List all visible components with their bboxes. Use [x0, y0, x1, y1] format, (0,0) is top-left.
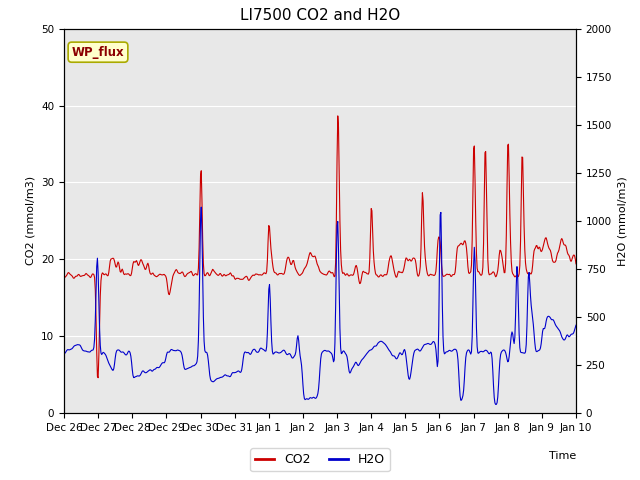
Y-axis label: H2O (mmol/m3): H2O (mmol/m3) [618, 176, 628, 265]
Y-axis label: CO2 (mmol/m3): CO2 (mmol/m3) [26, 176, 36, 265]
Legend: CO2, H2O: CO2, H2O [250, 448, 390, 471]
X-axis label: Time: Time [548, 451, 576, 461]
Title: LI7500 CO2 and H2O: LI7500 CO2 and H2O [240, 9, 400, 24]
Text: WP_flux: WP_flux [72, 46, 124, 59]
